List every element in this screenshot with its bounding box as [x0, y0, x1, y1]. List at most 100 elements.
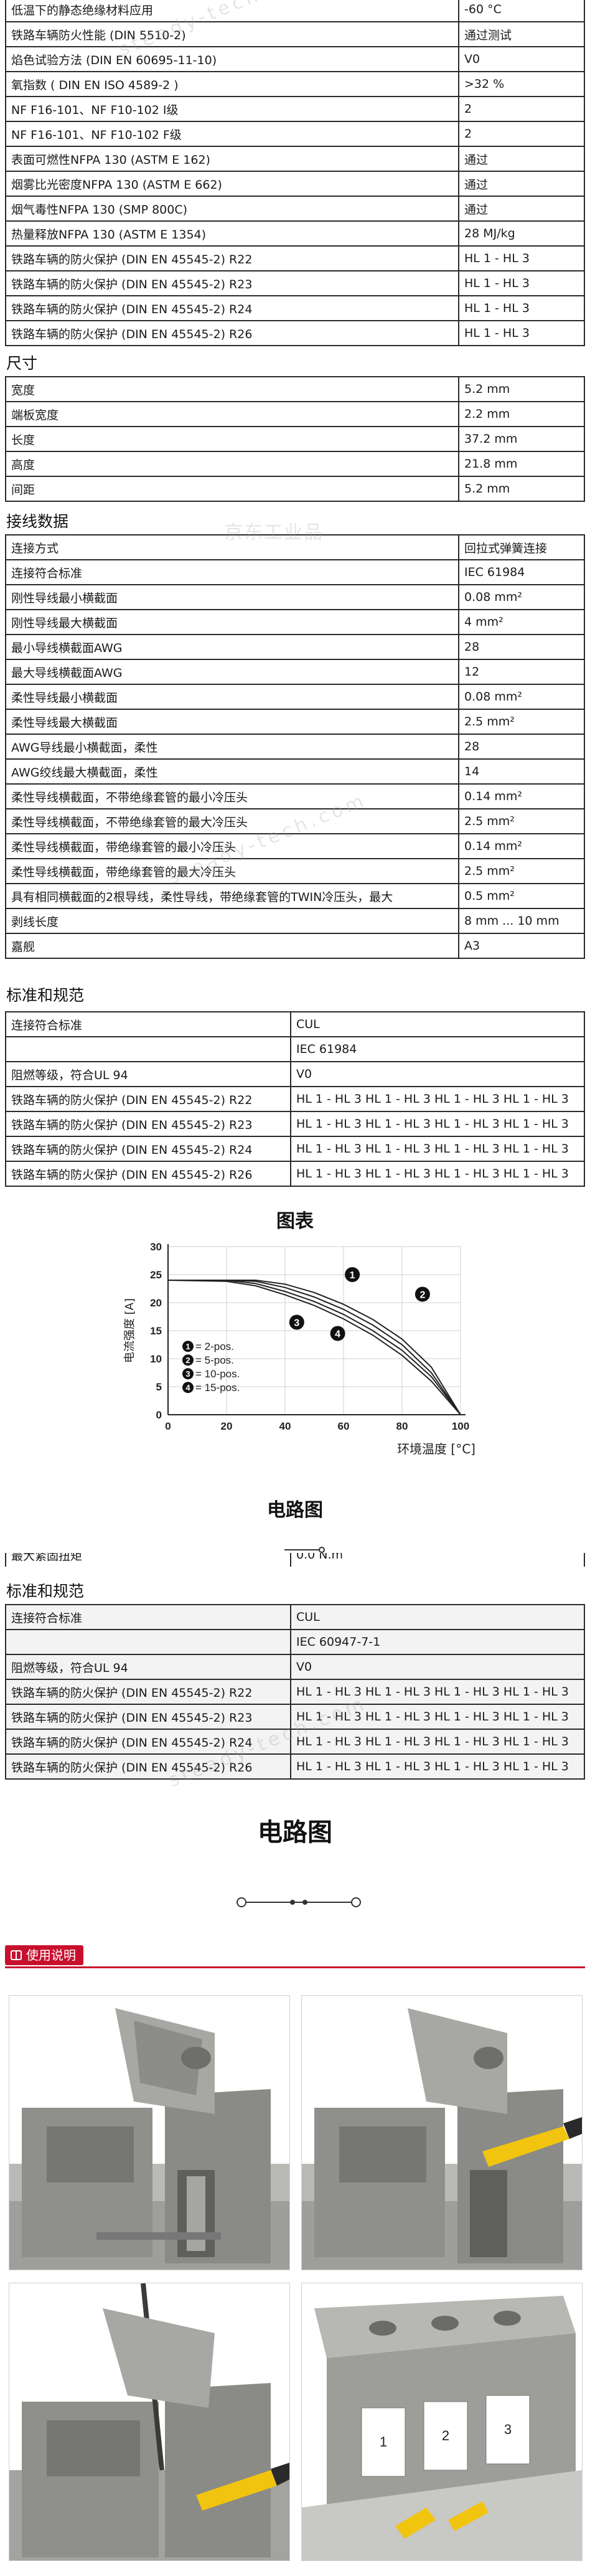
spec-value: CUL [290, 1604, 585, 1630]
standards-title-1: 标准和规范 [6, 986, 85, 1004]
spec-value: 0.5 mm² [458, 883, 585, 909]
chart-series-marker-1 [345, 1267, 360, 1282]
spec-value: 2.5 mm² [458, 709, 585, 735]
spec-key: 柔性导线最小横截面 [5, 684, 459, 710]
spec-key: 柔性导线横截面，不带绝缘套管的最大冷压头 [5, 808, 459, 834]
spec-key: 铁路车辆的防火保护 (DIN EN 45545-2) R26 [5, 1161, 291, 1187]
spec-value: 2.5 mm² [458, 808, 585, 834]
standards-table-1: 连接符合标准 CUL IEC 61984 阻燃等级，符合UL 94 V0 铁路车辆的防火保… [5, 1011, 585, 1187]
chart-x-tick: 100 [452, 1420, 469, 1432]
chart-y-tick: 20 [150, 1297, 162, 1309]
spec-key: 烟雾比光密度NFPA 130 (ASTM E 662) [5, 171, 459, 197]
spec-value: 0.08 mm² [458, 584, 585, 610]
spec-key: 剥线长度 [5, 908, 459, 934]
chart-y-tick: 30 [150, 1241, 162, 1253]
spec-row: 铁路车辆防火性能 (DIN 5510-2) 通过测试 [5, 21, 585, 47]
chart-series-marker-label: 4 [335, 1329, 340, 1340]
spec-row: 刚性导线最小横截面 0.08 mm² [5, 584, 585, 610]
spec-value: A3 [458, 933, 585, 959]
spec-key: 铁路车辆的防火保护 (DIN EN 45545-2) R26 [5, 1753, 291, 1780]
chart-y-label: 电流强度 [A] [123, 1298, 136, 1363]
spec-row: 铁路车辆的防火保护 (DIN EN 45545-2) R22 HL 1 - HL … [5, 245, 585, 271]
circuit-symbol [236, 1897, 361, 1907]
spec-row: 宽度 5.2 mm [5, 376, 585, 402]
spec-row: NF F16-101、NF F10-102 I级 2 [5, 96, 585, 122]
spec-key: 最大导线横截面AWG [5, 659, 459, 685]
instruction-photo-3 [9, 2283, 290, 2561]
spec-row: 连接符合标准 CUL [5, 1604, 585, 1630]
spec-key: AWG导线最小横截面，柔性 [5, 734, 459, 760]
spec-row: 铁路车辆的防火保护 (DIN EN 45545-2) R26 HL 1 - HL … [5, 1161, 585, 1187]
spec-row: NF F16-101、NF F10-102 F级 2 [5, 121, 585, 147]
spec-key: 表面可燃性NFPA 130 (ASTM E 162) [5, 146, 459, 172]
spec-row: 阻燃等级，符合UL 94 V0 [5, 1061, 585, 1087]
derating-chart: 0 20 40 60 80 100 0 5 10 15 20 25 30 1 2 3 4 1 = 2-pos. 2 = … [123, 1241, 475, 1456]
spec-value: V0 [458, 46, 585, 72]
spec-key: 刚性导线最大横截面 [5, 609, 459, 635]
spec-key: 铁路车辆的防火保护 (DIN EN 45545-2) R23 [5, 1704, 291, 1730]
chart-section-title: 图表 [276, 1210, 314, 1232]
spec-key: NF F16-101、NF F10-102 I级 [5, 96, 459, 122]
top-spec-table: 低温下的静态绝缘材料应用 -60 °C 铁路车辆防火性能 (DIN 5510-2) 通… [5, 0, 585, 346]
spec-value: 37.2 mm [458, 426, 585, 452]
spec-value: 通过 [458, 196, 585, 222]
top-spec-section: 低温下的静态绝缘材料应用 -60 °C 铁路车辆防火性能 (DIN 5510-2) 通… [0, 0, 585, 346]
spec-value: HL 1 - HL 3 HL 1 - HL 3 HL 1 - HL 3 HL 1… [290, 1679, 585, 1705]
chart-y-tick: 10 [150, 1353, 162, 1365]
spec-key: 连接符合标准 [5, 1604, 291, 1630]
chart-legend-marker [182, 1341, 194, 1352]
spec-value: 28 [458, 634, 585, 660]
spec-key: 铁路车辆的防火保护 (DIN EN 45545-2) R24 [5, 1729, 291, 1755]
spec-value: CUL [290, 1011, 585, 1037]
partial-torque-row: 最大紧固扭矩 0.0 N.m [0, 1553, 590, 1567]
chart-legend-label: = 5-pos. [195, 1354, 234, 1366]
spec-row: 热量释放NFPA 130 (ASTM E 1354) 28 MJ/kg [5, 220, 585, 247]
spec-value: HL 1 - HL 3 [458, 245, 585, 271]
spec-value: IEC 61984 [458, 559, 585, 585]
spec-row: 连接方式 回拉式弹簧连接 [5, 534, 585, 560]
spec-key: 间距 [5, 476, 459, 502]
spec-value: HL 1 - HL 3 HL 1 - HL 3 HL 1 - HL 3 HL 1… [290, 1136, 585, 1162]
spec-row: 烟雾比光密度NFPA 130 (ASTM E 662) 通过 [5, 171, 585, 197]
connection-title: 接线数据 [6, 512, 69, 531]
spec-key: 柔性导线最大横截面 [5, 709, 459, 735]
terminal-photo-2-image [302, 1996, 582, 2270]
spec-row: 柔性导线横截面，带绝缘套管的最大冷压头 2.5 mm² [5, 858, 585, 884]
spec-value: 回拉式弹簧连接 [458, 534, 585, 560]
spec-key: 长度 [5, 426, 459, 452]
chart-y-tick: 15 [150, 1325, 162, 1337]
spec-row: 铁路车辆的防火保护 (DIN EN 45545-2) R24 HL 1 - HL … [5, 1136, 585, 1162]
spec-key: 低温下的静态绝缘材料应用 [5, 0, 459, 22]
standards-table-2: 连接符合标准 CUL IEC 60947-7-1 阻燃等级，符合UL 94 V0 铁路车辆… [5, 1604, 585, 1780]
spec-value: 0.08 mm² [458, 684, 585, 710]
spec-value: HL 1 - HL 3 [458, 320, 585, 346]
chart-series-marker-3 [289, 1314, 304, 1330]
chart-legend-marker [182, 1354, 194, 1366]
spec-value: HL 1 - HL 3 HL 1 - HL 3 HL 1 - HL 3 HL 1… [290, 1161, 585, 1187]
spec-key: 铁路车辆的防火保护 (DIN EN 45545-2) R22 [5, 1086, 291, 1112]
spec-row: 铁路车辆的防火保护 (DIN EN 45545-2) R26 HL 1 - HL … [5, 1753, 585, 1780]
spec-value: HL 1 - HL 3 HL 1 - HL 3 HL 1 - HL 3 HL 1… [290, 1086, 585, 1112]
connection-table: 连接方式 回拉式弹簧连接 连接符合标准 IEC 61984 刚性导线最小横截面 0.08 … [5, 534, 585, 959]
spec-key: 柔性导线横截面，带绝缘套管的最大冷压头 [5, 858, 459, 884]
spec-key [5, 1036, 291, 1062]
chart-legend-marker-label: 2 [185, 1356, 190, 1365]
chart-y-tick: 5 [156, 1381, 162, 1393]
chart-legend-marker [182, 1382, 194, 1394]
spec-row: 低温下的静态绝缘材料应用 -60 °C [5, 0, 585, 22]
chart-x-tick: 40 [279, 1420, 291, 1432]
spec-key: 铁路车辆的防火保护 (DIN EN 45545-2) R26 [5, 320, 459, 346]
spec-row: 阻燃等级，符合UL 94 V0 [5, 1654, 585, 1680]
spec-value: 28 MJ/kg [458, 220, 585, 247]
chart-legend-label: = 2-pos. [195, 1341, 234, 1352]
spec-row: 表面可燃性NFPA 130 (ASTM E 162) 通过 [5, 146, 585, 172]
dimensions-title: 尺寸 [6, 354, 38, 372]
spec-key: 宽度 [5, 376, 459, 402]
spec-value: 2.5 mm² [458, 858, 585, 884]
spec-value: HL 1 - HL 3 [458, 270, 585, 296]
spec-value: 5.2 mm [458, 376, 585, 402]
chart-legend-marker [182, 1368, 194, 1380]
spec-row: 间距 5.2 mm [5, 476, 585, 502]
spec-row: 剥线长度 8 mm ... 10 mm [5, 908, 585, 934]
partial-row-value: 0.0 N.m [290, 1553, 585, 1567]
